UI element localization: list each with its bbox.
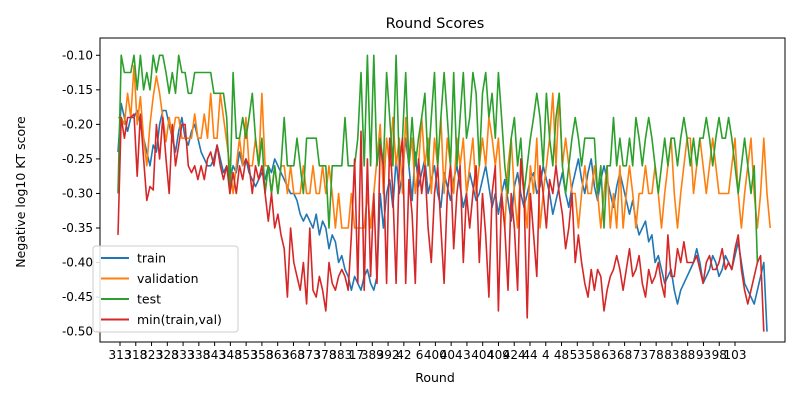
y-tick-label: -0.50	[62, 325, 93, 339]
series-layer	[117, 54, 771, 332]
x-tick-label: 48	[554, 348, 569, 362]
y-tick-label: -0.25	[62, 152, 93, 166]
y-axis: -0.10 -0.15 -0.20 -0.25 -0.30 -0.35 -0.40 -0.45…	[62, 48, 100, 339]
y-tick-label: -0.15	[62, 83, 93, 97]
x-axis: 3133183233283333383433483533583633683733…	[109, 342, 747, 362]
x-tick-label: 58	[585, 348, 600, 362]
x-tick-label: 73	[633, 348, 648, 362]
x-tick-label: 42	[396, 348, 411, 362]
x-tick-label: 103	[724, 348, 747, 362]
x-tick-label: 343	[203, 348, 226, 362]
y-tick-label: -0.40	[62, 256, 93, 270]
x-tick-label: 3	[463, 348, 471, 362]
x-tick-label: 318	[124, 348, 147, 362]
x-tick-label: 328	[156, 348, 179, 362]
x-tick-label: 383	[329, 348, 352, 362]
x-tick-label: 400	[424, 348, 447, 362]
x-tick-label: 63	[601, 348, 616, 362]
x-tick-label: 4	[542, 348, 550, 362]
legend-label: train	[137, 251, 166, 266]
y-tick-label: -0.10	[62, 48, 93, 62]
x-tick-label: 392	[377, 348, 400, 362]
legend: train validation test min(train,val)	[92, 245, 239, 333]
x-tick-label: 78	[649, 348, 664, 362]
x-tick-label: 53	[570, 348, 585, 362]
x-tick-label: 409	[487, 348, 510, 362]
legend-label: validation	[137, 271, 199, 286]
x-tick-label: 404	[471, 348, 494, 362]
x-tick-label: 313	[109, 348, 132, 362]
chart-title: Round Scores	[386, 16, 485, 32]
legend-box	[92, 245, 239, 333]
x-tick-label: 93	[696, 348, 711, 362]
x-tick-label: 348	[219, 348, 242, 362]
x-tick-label: 424	[503, 348, 526, 362]
x-tick-label: 98	[712, 348, 727, 362]
x-tick-label: 373	[298, 348, 321, 362]
x-tick-label: 368	[282, 348, 305, 362]
series-line-validation	[118, 64, 771, 229]
y-axis-label: Negative log10 KT score	[13, 116, 28, 268]
x-axis-label: Round	[415, 370, 455, 385]
x-tick-label: 338	[187, 348, 210, 362]
y-tick-label: -0.20	[62, 117, 93, 131]
x-tick-label: 358	[250, 348, 273, 362]
x-tick-label: 333	[172, 348, 195, 362]
x-tick-label: 88	[680, 348, 695, 362]
x-tick-label: 6	[416, 348, 424, 362]
legend-label: test	[137, 292, 161, 307]
x-tick-label: 389	[361, 348, 384, 362]
y-tick-label: -0.45	[62, 290, 93, 304]
x-tick-label: 68	[617, 348, 632, 362]
y-tick-label: -0.35	[62, 221, 93, 235]
x-tick-label: 323	[140, 348, 163, 362]
x-tick-label: 44	[522, 348, 537, 362]
x-tick-label: 404	[440, 348, 463, 362]
legend-label: min(train,val)	[137, 312, 222, 327]
series-line-min-train-val	[117, 113, 765, 332]
x-tick-label: 378	[314, 348, 337, 362]
y-tick-label: -0.30	[62, 186, 93, 200]
x-tick-label: 17	[349, 348, 364, 362]
x-tick-label: 353	[235, 348, 258, 362]
x-tick-label: 363	[266, 348, 289, 362]
x-tick-label: 83	[664, 348, 679, 362]
